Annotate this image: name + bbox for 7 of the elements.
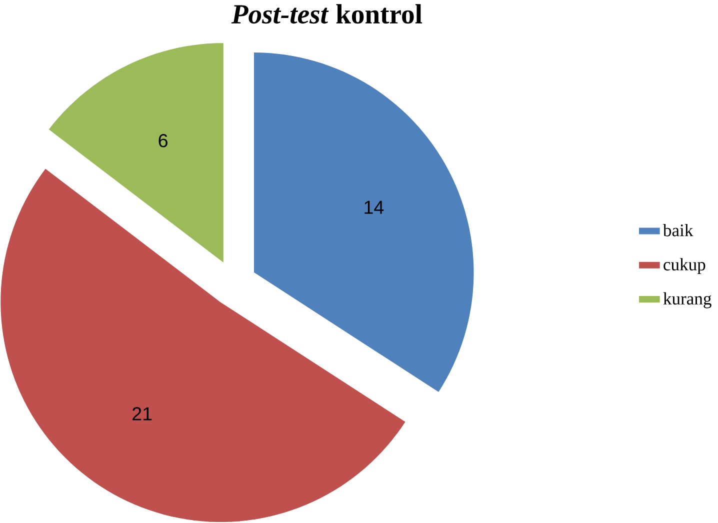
legend-label: baik <box>662 224 694 237</box>
chart-title: Post-test kontrol <box>231 4 422 24</box>
data-label: 21 <box>132 407 152 420</box>
data-label: 6 <box>158 134 168 148</box>
legend-label: cukup <box>664 258 706 274</box>
legend-label: kurang <box>663 292 712 308</box>
data-label: 14 <box>364 201 384 214</box>
